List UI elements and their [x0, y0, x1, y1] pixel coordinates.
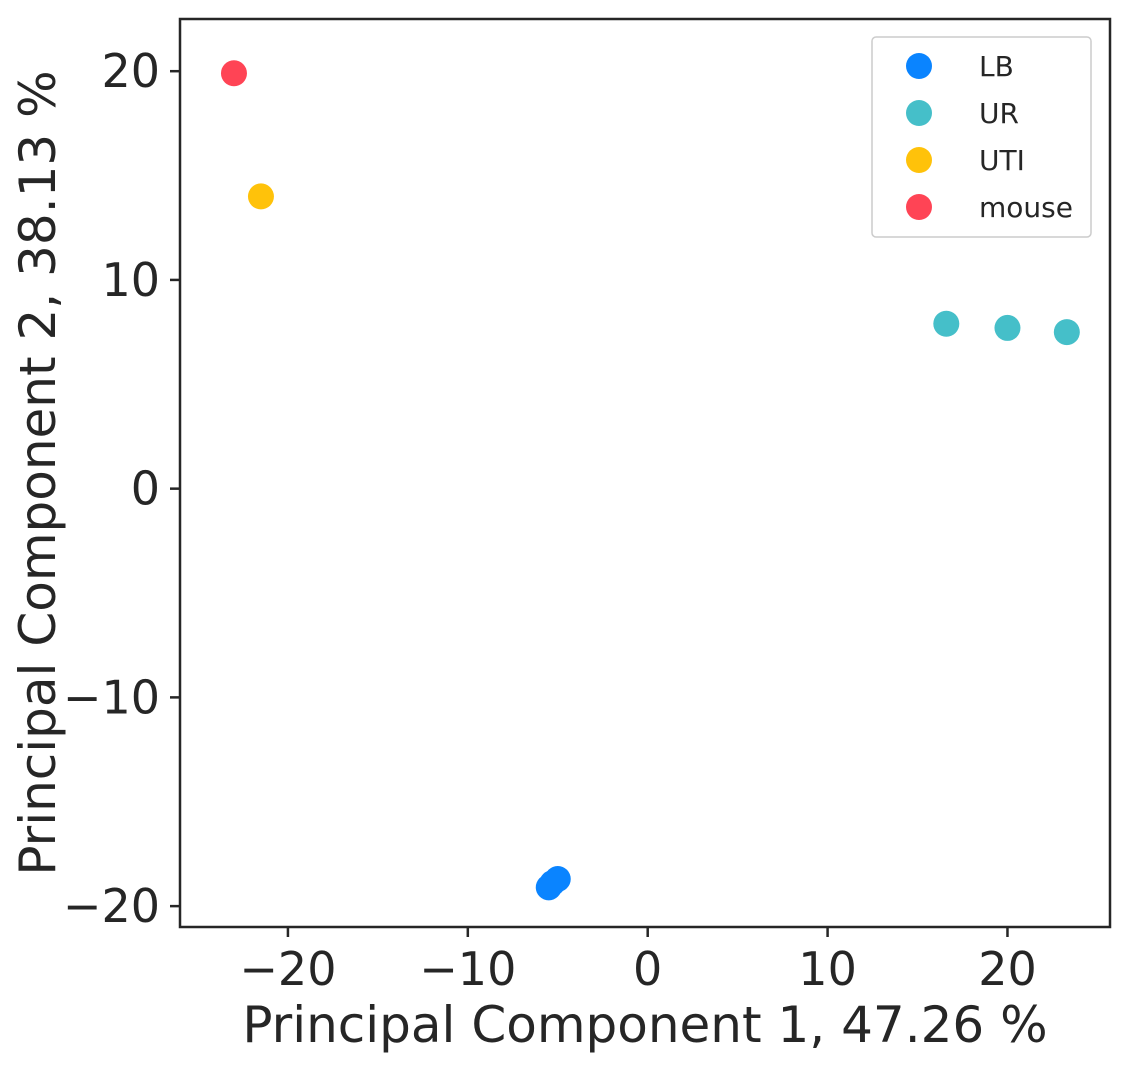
y-tick-label: −20 [63, 879, 160, 933]
x-tick-label: −10 [419, 942, 516, 996]
legend-label-mouse: mouse [979, 191, 1073, 224]
legend-label-lb: LB [979, 50, 1014, 83]
y-tick-label: 10 [101, 253, 160, 307]
y-tick-label: 0 [131, 462, 160, 516]
legend-marker-lb [906, 53, 932, 79]
data-point-uti [247, 183, 274, 210]
x-tick-label: 20 [978, 942, 1037, 996]
x-tick-label: 0 [633, 942, 662, 996]
y-tick-label: 20 [101, 44, 160, 98]
data-point-ur [994, 314, 1021, 341]
x-tick-label: 10 [798, 942, 857, 996]
y-tick-label: −10 [63, 670, 160, 724]
legend-label-uti: UTI [979, 144, 1025, 177]
legend-marker-ur [906, 100, 932, 126]
axis-ticks: −20 −10 0 10 20 −20 −10 0 10 20 [63, 44, 1037, 996]
legend-label-ur: UR [979, 97, 1019, 130]
y-axis-title: Principal Component 2, 38.13 % [9, 70, 67, 875]
legend: LB UR UTI mouse [871, 36, 1092, 238]
data-point-lb [539, 870, 566, 897]
x-tick-label: −20 [239, 942, 336, 996]
data-point-ur [933, 310, 960, 337]
plot-area-frame [178, 17, 1112, 929]
points-layer [220, 60, 1080, 901]
x-axis-title: Principal Component 1, 47.26 % [242, 996, 1047, 1054]
legend-marker-mouse [906, 194, 932, 220]
legend-marker-uti [906, 147, 932, 173]
data-point-mouse [220, 60, 247, 87]
data-point-ur [1053, 319, 1080, 346]
legend-box [871, 36, 1092, 238]
